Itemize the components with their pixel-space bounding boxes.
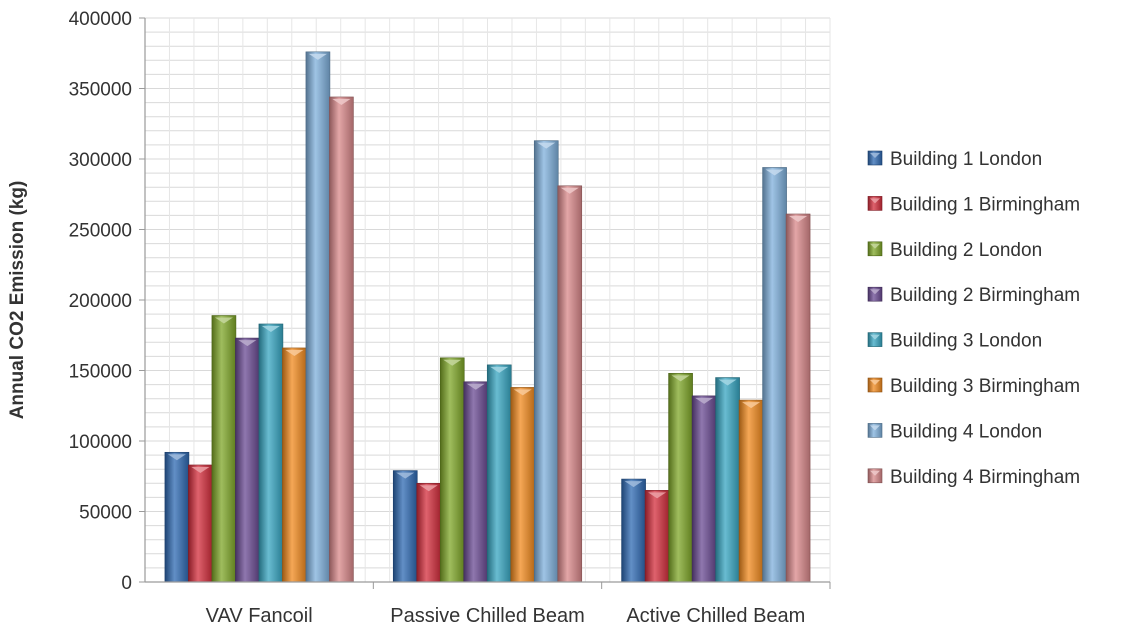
bar [305, 51, 331, 583]
bar-top [261, 325, 280, 332]
bar-top [191, 466, 210, 473]
bar-top [537, 142, 556, 149]
bar [164, 451, 190, 583]
bar [785, 213, 811, 583]
y-tick-label: 100000 [69, 432, 132, 453]
bar-top [167, 454, 186, 461]
y-axis-title: Annual CO2 Emission (kg) [7, 181, 28, 420]
bar-top [624, 481, 643, 488]
bar-top [789, 215, 808, 222]
bar [188, 464, 213, 583]
bar [644, 490, 670, 583]
bar-top [308, 53, 327, 60]
bar-top [285, 349, 304, 356]
legend-swatch-bevel [870, 289, 880, 295]
bar-top [718, 379, 737, 386]
y-tick-label: 400000 [69, 9, 132, 30]
legend-swatch-bevel [870, 334, 880, 340]
bar-top [332, 98, 351, 105]
bar [235, 337, 260, 583]
y-tick-label: 50000 [79, 503, 132, 524]
bar-top [648, 492, 667, 499]
bar-top [513, 389, 532, 396]
bar-top [765, 169, 784, 176]
bar [439, 357, 465, 583]
x-tick-label: VAV Fancoil [206, 605, 313, 627]
legend-swatch-bevel [870, 380, 880, 385]
bars [164, 51, 811, 583]
bar [258, 323, 284, 583]
bar [463, 381, 489, 583]
legend-label: Building 1 Birmingham [890, 194, 1080, 215]
bar [715, 377, 740, 583]
bar-top [238, 340, 257, 347]
legend-swatch-bevel [870, 425, 880, 431]
legend-label: Building 2 London [890, 240, 1042, 261]
y-tick-label: 200000 [69, 291, 132, 312]
y-tick-label: 0 [121, 573, 132, 594]
bar [668, 373, 693, 583]
legend-label: Building 4 London [890, 421, 1042, 442]
bar-top [695, 397, 714, 404]
y-tick-label: 300000 [69, 150, 132, 171]
legend-swatch-bevel [870, 153, 880, 158]
bar [621, 478, 646, 583]
bar [416, 482, 442, 583]
bar [211, 315, 237, 583]
bar [738, 399, 764, 583]
bar-top [671, 375, 690, 382]
bar [533, 140, 559, 583]
bar-top [396, 472, 415, 479]
legend-label: Building 2 Birmingham [890, 285, 1080, 306]
bar-top [214, 317, 233, 324]
bar-top [490, 366, 509, 373]
legend: Building 1 London Building 1 Birmingham Bu… [867, 149, 1080, 488]
bar [486, 364, 512, 583]
y-tick-label: 150000 [69, 362, 132, 383]
legend-label: Building 3 Birmingham [890, 376, 1080, 397]
bar-top [560, 187, 579, 194]
bar-top [742, 402, 761, 409]
y-tick-label: 250000 [69, 221, 132, 242]
bar [510, 387, 536, 583]
x-tick-label: Passive Chilled Beam [390, 605, 585, 627]
bar-top [443, 359, 462, 366]
bar-top [466, 383, 485, 390]
legend-label: Building 1 London [890, 149, 1042, 170]
x-tick-label: Active Chilled Beam [626, 605, 805, 627]
legend-swatch-bevel [870, 470, 880, 476]
bar [762, 167, 787, 583]
legend-label: Building 4 Birmingham [890, 467, 1080, 488]
bar [392, 470, 418, 583]
legend-swatch-bevel [870, 198, 880, 204]
bar [557, 185, 583, 583]
legend-label: Building 3 London [890, 331, 1042, 352]
y-tick-label: 350000 [69, 80, 132, 101]
bar [691, 395, 717, 583]
bar [329, 96, 354, 583]
axes: 0 50000 100000 150000 200000 250000 300000 3500… [69, 9, 831, 627]
legend-swatch-bevel [870, 243, 880, 249]
bar [282, 347, 307, 583]
bar-top [419, 485, 438, 492]
